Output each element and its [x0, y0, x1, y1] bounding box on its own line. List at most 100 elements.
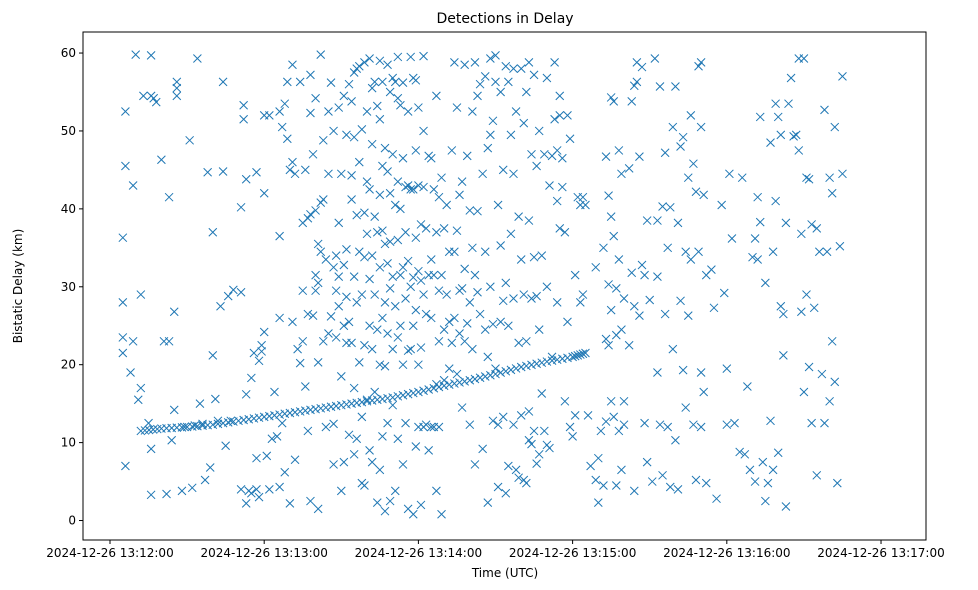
data-point [537, 251, 547, 260]
data-point [532, 459, 541, 468]
data-point [455, 329, 464, 338]
data-point [375, 114, 385, 124]
data-point [599, 481, 608, 490]
data-point [750, 234, 760, 243]
data-point [349, 449, 359, 459]
data-point [809, 303, 819, 313]
data-point [257, 340, 266, 350]
data-point [755, 112, 765, 122]
data-point [506, 229, 516, 239]
data-point [701, 478, 711, 488]
data-point [354, 61, 364, 71]
data-point [372, 498, 382, 507]
data-point [367, 344, 377, 354]
y-tick-label: 50 [61, 124, 76, 138]
data-point [416, 220, 426, 229]
track-point [480, 372, 490, 381]
data-point [480, 325, 490, 334]
data-point [563, 111, 572, 120]
data-point [529, 252, 539, 262]
track-point [470, 374, 480, 384]
data-point [686, 111, 696, 120]
data-point [450, 247, 459, 257]
data-point [498, 165, 508, 175]
track-point [152, 424, 162, 434]
data-point [378, 77, 387, 87]
data-point [740, 449, 750, 459]
data-point [663, 422, 673, 432]
data-point [521, 478, 531, 488]
data-point [352, 298, 362, 307]
data-point [264, 111, 274, 120]
data-point [146, 51, 156, 60]
data-point [426, 255, 436, 264]
data-point [375, 465, 385, 475]
data-point [411, 75, 421, 85]
data-point [303, 213, 313, 223]
data-point [593, 498, 603, 507]
data-point [658, 470, 667, 480]
data-point [349, 68, 359, 77]
data-point [514, 212, 523, 222]
y-tick-label: 30 [61, 280, 76, 294]
data-point [396, 270, 405, 280]
data-point [375, 190, 385, 200]
data-point [583, 410, 593, 420]
data-point [218, 77, 228, 87]
data-point [730, 418, 739, 428]
track-point [581, 348, 590, 358]
data-point [642, 457, 652, 467]
data-point [362, 177, 372, 186]
data-point [447, 146, 457, 155]
data-point [378, 432, 387, 441]
data-point [416, 343, 426, 352]
data-point [725, 169, 734, 179]
data-point [722, 364, 732, 373]
data-point [486, 130, 495, 140]
data-point [822, 247, 832, 257]
data-point [527, 149, 536, 159]
data-point [149, 93, 159, 103]
data-point [421, 309, 431, 319]
data-point [763, 478, 773, 488]
data-point [321, 422, 331, 432]
data-point [336, 486, 346, 496]
data-point [357, 290, 367, 299]
data-point [370, 212, 380, 222]
data-point [575, 298, 585, 307]
data-point [665, 482, 675, 492]
data-point [768, 465, 778, 475]
data-point [606, 212, 616, 222]
data-point [560, 227, 570, 237]
data-point [365, 321, 374, 331]
data-point [370, 77, 380, 87]
data-point [825, 396, 834, 406]
data-point [779, 350, 788, 360]
data-point [511, 465, 521, 475]
data-point [380, 506, 390, 516]
data-point [619, 420, 629, 430]
data-point [380, 361, 390, 371]
data-point [465, 298, 475, 307]
data-point [737, 173, 747, 183]
data-point [491, 51, 500, 60]
track-point [148, 425, 158, 434]
data-point [827, 336, 837, 346]
chart-title: Detections in Delay [436, 11, 573, 27]
data-point [339, 457, 349, 467]
data-point [372, 227, 382, 237]
data-point [521, 87, 531, 97]
data-point [157, 155, 166, 165]
data-point [259, 327, 269, 337]
data-point [486, 54, 495, 63]
track-point [563, 353, 572, 363]
data-point [223, 291, 233, 301]
data-point [768, 247, 778, 257]
data-point [617, 465, 626, 475]
data-point [504, 461, 513, 471]
data-point [527, 294, 536, 303]
data-point [388, 344, 398, 354]
data-point [408, 321, 418, 331]
data-point [635, 152, 644, 162]
data-point [444, 317, 454, 327]
